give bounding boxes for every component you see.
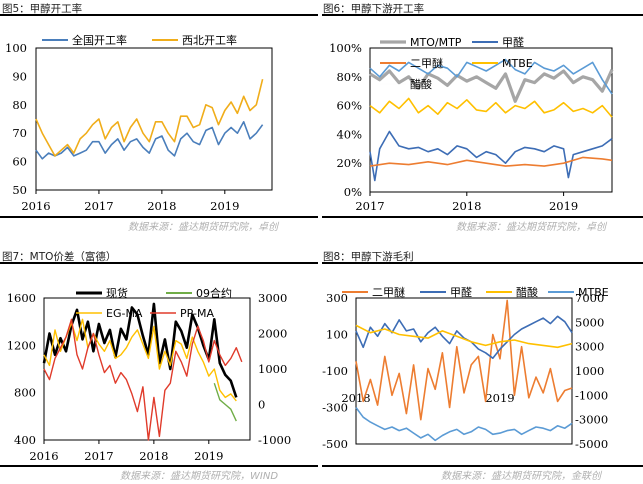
chart-6-plot-frame — [369, 47, 613, 193]
figure-8-source: 数据来源：盛达期货研究院，金联创 — [441, 471, 601, 482]
chart-7-legend-label: 现货 — [106, 286, 128, 300]
chart-5-legend-label: 全国开工率 — [72, 33, 127, 47]
figure-5-bottom-rule — [0, 216, 318, 218]
figure-6-top-rule — [322, 14, 643, 16]
chart-8-y2-tick-label: 7000 — [575, 291, 604, 305]
figure-7-title: 图7：MTO价差（富德） — [2, 251, 117, 263]
chart-6-legend-label: MTBE — [502, 57, 533, 70]
chart-5-x-tick-label: 2019 — [210, 199, 239, 213]
chart-8-y2-tick-label: -5000 — [575, 437, 608, 451]
chart-6-y-tick-label: 60% — [336, 99, 362, 113]
figure-7-top-rule — [0, 262, 318, 264]
chart-6-y-tick-label: 0% — [344, 185, 362, 199]
figure-5-top-rule — [0, 14, 318, 16]
chart-6-series-line — [369, 156, 613, 167]
chart-6-legend-label: 二甲醚 — [410, 56, 443, 70]
chart-5-y-tick-label: 80 — [12, 98, 27, 112]
chart-7-x-tick-label: 2016 — [29, 449, 58, 463]
chart-7-series-line — [43, 318, 237, 402]
figure-8-title: 图8：甲醇下游毛利 — [323, 251, 414, 263]
chart-8-y-tick-label: -500 — [322, 437, 348, 451]
chart-7-y2-tick-label: -1000 — [258, 433, 291, 447]
chart-8-y-tick-label: 300 — [326, 291, 348, 305]
chart-6-series-line — [369, 97, 613, 118]
chart-7-legend-label: PP-MA — [180, 307, 214, 320]
chart-7-y-tick-label: 400 — [14, 433, 36, 447]
chart-6-x-tick-label: 2018 — [452, 199, 481, 213]
chart-5-series-line — [35, 121, 264, 160]
chart-8-legend-label: 醋酸 — [516, 285, 538, 299]
figure-5-source: 数据来源：盛达期货研究院，卓创 — [128, 222, 278, 233]
chart-8-series-line — [355, 407, 573, 442]
chart-8-legend-label: 甲醛 — [450, 285, 472, 299]
chart-7-series-line — [213, 382, 237, 422]
figure-7-bottom-rule — [0, 465, 318, 467]
chart-8-y-tick-label: 100 — [326, 328, 348, 342]
chart-7-y2-tick-label: 0 — [258, 398, 265, 412]
chart-5-legend-label: 西北开工率 — [182, 33, 237, 47]
chart-5-y-tick-label: 70 — [12, 126, 27, 140]
chart-8-y2-tick-label: -3000 — [575, 413, 608, 427]
chart-6-y-tick-label: 20% — [336, 156, 362, 170]
figure-7-source: 数据来源：盛达期货研究院，WIND — [120, 471, 279, 482]
chart-6-legend-label: 甲醛 — [502, 35, 524, 49]
chart-6-series-line — [369, 68, 614, 103]
chart-7-x-tick-label: 2018 — [139, 449, 168, 463]
chart-6-legend-label: MTO/MTP — [410, 36, 462, 49]
chart-6-series-line — [369, 58, 613, 95]
chart-6-y-tick-label: 80% — [336, 70, 362, 84]
chart-8-y-tick-label: -100 — [322, 364, 348, 378]
chart-8-y2-tick-label: 5000 — [575, 315, 604, 329]
chart-7-legend-label: EG-MA — [106, 307, 143, 320]
chart-5-y-tick-label: 50 — [12, 183, 27, 197]
figure-6-bottom-rule — [322, 216, 643, 218]
chart-7-y2-tick-label: 1000 — [258, 362, 287, 376]
chart-6-x-tick-label: 2019 — [549, 199, 578, 213]
chart-6-y-tick-label: 100% — [329, 41, 362, 55]
chart-8-x-tick-label: 2019 — [485, 391, 514, 405]
chart-8-series-line — [355, 315, 573, 360]
chart-7-series-line — [43, 318, 243, 441]
chart-7-y-tick-label: 1600 — [7, 291, 36, 305]
chart-5-x-tick-label: 2017 — [84, 199, 113, 213]
figure-8-top-rule — [322, 262, 643, 264]
chart-5-plot-frame — [35, 47, 273, 191]
chart-7-y-tick-label: 1200 — [7, 338, 36, 352]
chart-7-x-tick-label: 2019 — [194, 449, 223, 463]
chart-8-y2-tick-label: -1000 — [575, 388, 608, 402]
chart-8-y2-tick-label: 3000 — [575, 340, 604, 354]
chart-8-series-line — [355, 299, 573, 421]
chart-5-y-tick-label: 100 — [5, 41, 27, 55]
chart-8-y2-tick-label: 1000 — [575, 364, 604, 378]
chart-8-legend-label: MTBE — [578, 286, 609, 299]
figure-6-source: 数据来源：盛达期货研究院，卓创 — [456, 222, 606, 233]
chart-5-y-tick-label: 60 — [12, 155, 27, 169]
chart-6-series-line — [369, 130, 613, 182]
chart-7-y2-tick-label: 2000 — [258, 327, 287, 341]
chart-5-series-line — [35, 79, 264, 157]
chart-8-series-line — [355, 324, 573, 349]
chart-6-y-tick-label: 40% — [336, 127, 362, 141]
chart-5-y-tick-label: 90 — [12, 69, 27, 83]
figure-8-bottom-rule — [322, 465, 643, 467]
chart-7-legend-label: 09合约 — [196, 286, 232, 300]
chart-7-y-tick-label: 800 — [14, 386, 36, 400]
chart-5-x-tick-label: 2018 — [147, 199, 176, 213]
chart-6-legend-label: 醋酸 — [410, 77, 432, 91]
chart-5-x-tick-label: 2016 — [21, 199, 50, 213]
chart-8-plot-frame — [355, 297, 573, 445]
chart-7-y2-tick-label: 3000 — [258, 291, 287, 305]
chart-8-legend-label: 二甲醚 — [372, 285, 405, 299]
figure-5-title: 图5：甲醇开工率 — [2, 3, 83, 15]
figure-6-title: 图6：甲醇下游开工率 — [323, 3, 425, 15]
chart-6-x-tick-label: 2017 — [355, 199, 384, 213]
chart-7-x-tick-label: 2017 — [84, 449, 113, 463]
chart-8-y-tick-label: -300 — [322, 401, 348, 415]
